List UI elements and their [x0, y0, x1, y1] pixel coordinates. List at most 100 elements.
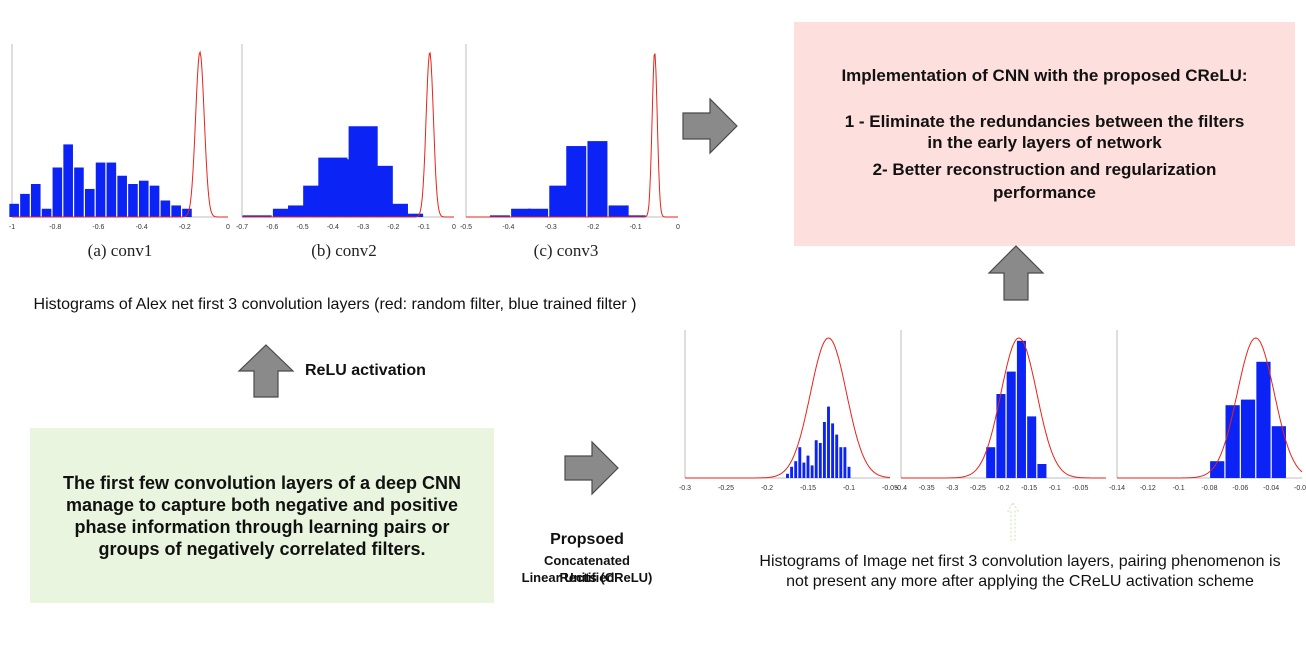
imagenet-1-tick-label: -0.1 — [843, 485, 855, 492]
benefit-2-line1: 2- Better reconstruction and regularizat… — [872, 160, 1217, 179]
relu-label: ReLU activation — [305, 362, 426, 379]
conv1-bar — [106, 162, 117, 217]
imagenet-3-tick-label: -0.1 — [1173, 485, 1185, 492]
conv1-bar — [128, 184, 138, 217]
imagenet-1-bar — [818, 443, 822, 478]
conv2-tick-label: -0.7 — [236, 224, 248, 231]
conv3-bar — [549, 185, 570, 217]
conv1-bar — [41, 208, 52, 217]
imagenet-1-bar — [790, 466, 794, 478]
imagenet-1-bar — [847, 466, 851, 478]
conv1-bar — [171, 205, 181, 217]
conv1-bar — [138, 180, 149, 217]
imagenet-1-bar — [835, 434, 839, 478]
imagenet-1-bar — [843, 447, 847, 478]
pointer-arrow-icon — [1006, 501, 1020, 541]
imagenet-3-curve — [1117, 337, 1303, 479]
imagenet-1-bar — [798, 447, 802, 478]
imagenet-1-bar — [810, 465, 814, 478]
conv1-curve — [12, 50, 228, 218]
conv1-tick-label: 0 — [226, 224, 230, 231]
conv3-tick-label: -0.2 — [587, 224, 599, 231]
imagenet-1-bar — [827, 406, 830, 478]
imagenet-1-chart: -0.3 -0.25 -0.2 -0.15 -0.1 -0.05 — [679, 330, 898, 492]
conv3-label: (c) conv3 — [533, 241, 599, 260]
imagenet-2-bar — [1037, 464, 1047, 478]
imagenet-1-bar — [814, 440, 818, 478]
conv1-bar — [117, 175, 127, 217]
imagenet-2-bar — [996, 394, 1006, 478]
observation-box: The first few convolution layers of a de… — [30, 428, 494, 603]
benefit-1-line2: in the early layers of network — [927, 133, 1162, 152]
conv1-tick-label: -0.6 — [92, 224, 104, 231]
alexnet-caption: Histograms of Alex net first 3 convoluti… — [33, 296, 637, 313]
conv3-bar — [566, 146, 587, 217]
conv1-tick-label: -0.4 — [136, 224, 148, 231]
observation-text: The first few convolution layers of a de… — [62, 472, 462, 559]
imagenet-2-curve — [901, 337, 1106, 479]
conv3-bar — [528, 208, 549, 217]
imagenet-3-tick-label: -0.02 — [1294, 485, 1306, 492]
imagenet-2-tick-label: -0.1 — [1049, 485, 1061, 492]
conv1-chart: -1 -0.8 -0.6 -0.4 -0.2 0 — [9, 44, 230, 231]
conv3-tick-label: -0.5 — [460, 224, 472, 231]
imagenet-1-tick-label: -0.05 — [882, 485, 898, 492]
conv1-bar — [52, 167, 63, 217]
conv3-bar — [511, 208, 532, 217]
conv1-bar — [95, 162, 106, 217]
proposed-label: Propsoed — [550, 531, 624, 548]
conv2-bar — [242, 215, 272, 217]
conv2-tick-label: -0.3 — [357, 224, 369, 231]
benefits-title: Implementation of CNN with the proposed … — [841, 66, 1248, 85]
imagenet-1-curve — [685, 337, 891, 479]
imagenet-1-bar — [806, 455, 810, 478]
conv2-curve — [242, 51, 454, 218]
conv2-bar — [288, 205, 318, 217]
conv3-bar — [625, 215, 646, 217]
crelu-benefits-box: Implementation of CNN with the proposed … — [794, 22, 1295, 246]
conv1-bar — [20, 193, 30, 217]
right-arrow-icon — [564, 440, 619, 496]
imagenet-3-bar — [1240, 399, 1256, 478]
imagenet-1-bar — [794, 461, 798, 478]
conv3-bar — [587, 141, 608, 217]
imagenet-2-chart: -0.4 -0.35 -0.3 -0.25 -0.2 -0.15 -0.1 -0.05 — [895, 330, 1106, 492]
conv1-bar — [149, 185, 160, 217]
conv1-bar — [63, 144, 73, 217]
right-arrow-icon — [682, 97, 738, 155]
imagenet-1-tick-label: -0.2 — [761, 485, 773, 492]
imagenet-1-bar — [802, 462, 806, 478]
conv1-bar — [84, 188, 95, 217]
conv1-bar — [9, 203, 19, 217]
conv3-bar — [608, 205, 629, 217]
imagenet-1-bar — [839, 447, 843, 478]
conv1-label: (a) conv1 — [87, 241, 153, 260]
imagenet-3-bar — [1210, 461, 1225, 478]
conv3-curve — [466, 53, 678, 218]
imagenet-1-bar — [822, 422, 826, 478]
imagenet-3-bar — [1256, 361, 1271, 478]
imagenet-1-tick-label: -0.25 — [718, 485, 734, 492]
conv3-tick-label: -0.1 — [630, 224, 642, 231]
conv1-bar — [160, 200, 171, 217]
imagenet-2-tick-label: -0.3 — [946, 485, 958, 492]
imagenet-3-bar — [1271, 426, 1286, 478]
imagenet-caption: Histograms of Image net first 3 convolut… — [759, 553, 1281, 590]
proposed-crelu-line1: Concatenated Rectified — [544, 553, 630, 585]
conv2-label: (b) conv2 — [311, 241, 377, 260]
up-arrow-icon — [987, 245, 1045, 301]
imagenet-1-bar — [831, 423, 835, 478]
imagenet-2-tick-label: -0.35 — [919, 485, 935, 492]
conv2-chart: -0.7 -0.6 -0.5 -0.4 -0.3 -0.2 -0.1 0 — [236, 44, 456, 231]
imagenet-2-tick-label: -0.4 — [895, 485, 907, 492]
conv3-tick-label: -0.4 — [502, 224, 514, 231]
conv1-bar — [74, 167, 84, 217]
imagenet-3-tick-label: -0.14 — [1109, 485, 1125, 492]
imagenet-2-tick-label: -0.15 — [1021, 485, 1037, 492]
conv1-tick-label: -1 — [9, 224, 15, 231]
alexnet-histograms: -1 -0.8 -0.6 -0.4 -0.2 0 -0.7 -0.6 -0.5 -0.4 -0.3-… — [9, 44, 680, 231]
imagenet-1-tick-label: -0.15 — [800, 485, 816, 492]
conv2-tick-label: -0.6 — [266, 224, 278, 231]
imagenet-2-tick-label: -0.25 — [970, 485, 986, 492]
conv1-bar — [30, 184, 41, 217]
